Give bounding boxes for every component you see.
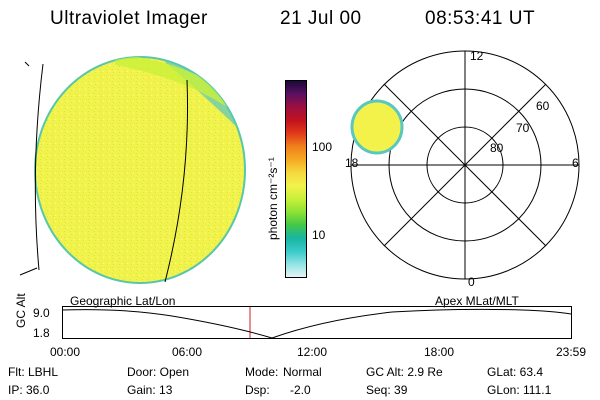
- timeline-ytick-max: 9.0: [33, 306, 50, 320]
- timeline-xtick-4: 23:59: [556, 345, 587, 359]
- polar-aurora-patch: [350, 99, 404, 155]
- timeline-xtick-0: 00:00: [50, 345, 81, 359]
- altitude-curve: [62, 308, 572, 339]
- mlt-label-0: 0: [468, 275, 475, 289]
- mlat-label-60: 60: [536, 99, 550, 113]
- timeline-left-label: Geographic Lat/Lon: [70, 294, 176, 308]
- timeline-xtick-3: 18:00: [424, 345, 455, 359]
- polar-grid: [350, 50, 580, 280]
- colorbar-unit-label: photon cm⁻²s⁻¹: [266, 157, 280, 240]
- longitude-line: [164, 79, 189, 283]
- date-label: 21 Jul 00: [280, 8, 362, 29]
- gain-info: Gain: 13: [127, 383, 173, 397]
- polar-plot: 12 18 6 0 60 70 80: [345, 49, 580, 289]
- timeline-ylabel: GC Alt: [14, 293, 28, 328]
- dsp-label: Dsp:: [245, 383, 270, 397]
- filter-info: Flt: LBHL: [8, 365, 59, 379]
- time-label: 08:53:41 UT: [425, 8, 536, 29]
- timeline-right-label: Apex MLat/MLT: [435, 294, 519, 308]
- colorbar-tick-100: 100: [312, 140, 333, 154]
- longitude-line: [19, 267, 38, 276]
- colorbar-tick-10: 10: [312, 228, 326, 242]
- instrument-title: Ultraviolet Imager: [50, 8, 208, 29]
- timeline-xtick-2: 12:00: [297, 345, 328, 359]
- auroral-image: [19, 56, 246, 284]
- mode-label: Mode:: [245, 365, 279, 379]
- glon-info: GLon: 111.1: [487, 383, 552, 397]
- mlt-label-18: 18: [345, 156, 359, 170]
- glat-info: GLat: 63.4: [487, 365, 544, 379]
- dsp-value: -2.0: [290, 383, 311, 397]
- mlt-label-6: 6: [572, 156, 579, 170]
- door-info: Door: Open: [127, 365, 190, 379]
- gc-alt-info: GC Alt: 2.9 Re: [366, 365, 443, 379]
- timeline-ytick-min: 1.8: [33, 326, 50, 340]
- colorbar: [285, 80, 307, 278]
- ip-info: IP: 36.0: [8, 383, 50, 397]
- longitude-line: [34, 63, 44, 271]
- mlt-label-12: 12: [470, 49, 484, 63]
- timeline-xtick-1: 06:00: [172, 345, 203, 359]
- seq-info: Seq: 39: [366, 383, 408, 397]
- timeline-plot: [62, 306, 572, 339]
- mlat-label-80: 80: [490, 141, 504, 155]
- mode-value: Normal: [283, 365, 322, 379]
- mlat-label-70: 70: [516, 121, 530, 135]
